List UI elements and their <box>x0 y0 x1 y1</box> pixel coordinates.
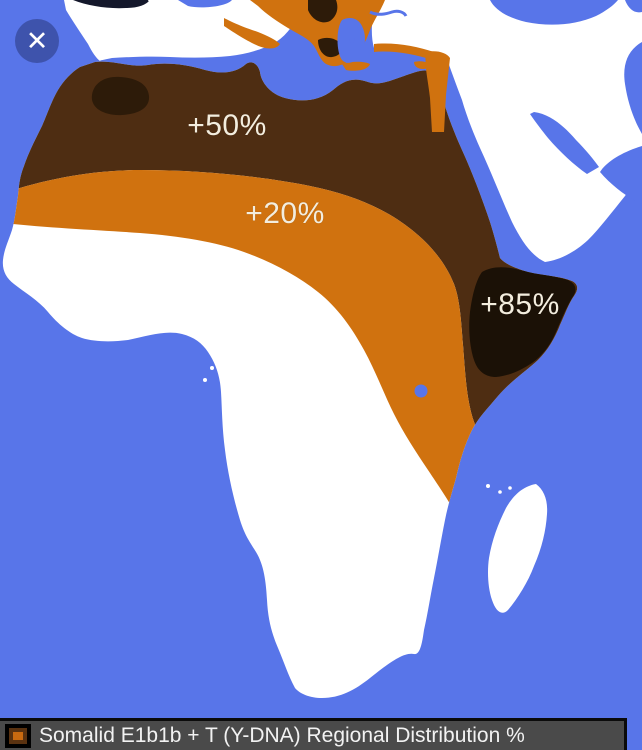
close-button[interactable]: ✕ <box>15 19 59 63</box>
gulf-of-oman <box>600 146 642 204</box>
lake-victoria <box>414 384 428 398</box>
region-85pct-horn-of-africa <box>469 267 576 377</box>
top-edge-white-blip <box>148 0 178 7</box>
sea-of-marmara <box>369 9 408 17</box>
persian-gulf <box>530 112 599 174</box>
top-edge-strip <box>73 0 150 9</box>
landmass-iberia <box>64 0 300 61</box>
aegean-patch <box>349 37 355 43</box>
island-comoros-1 <box>486 484 490 488</box>
close-icon: ✕ <box>25 25 49 57</box>
region-hotspot-balkan-blob <box>308 0 338 23</box>
caption-bar: Somalid E1b1b + T (Y-DNA) Regional Distr… <box>0 718 627 750</box>
region-20pct-sahel <box>2 170 500 512</box>
region-20pct-south-italy <box>224 18 280 49</box>
island-balearic-2 <box>182 29 188 35</box>
island-comoros-2 <box>498 490 502 494</box>
black-sea-corner <box>625 0 642 13</box>
landmass-middle-east <box>371 0 642 262</box>
region-20pct-crete <box>342 61 370 71</box>
biscay-notch <box>178 0 232 8</box>
region-hotspot-greece-blob <box>318 37 342 58</box>
island-balearic-1 <box>165 25 171 31</box>
island-guinea-gulf-3 <box>203 378 207 382</box>
island-comoros-3 <box>508 486 512 490</box>
island-sicily <box>216 43 224 51</box>
region-20pct-levant-strip <box>425 51 450 132</box>
black-sea <box>490 0 618 25</box>
island-guinea-gulf-1 <box>215 349 221 355</box>
legend-swatch-core <box>13 731 23 740</box>
legend-swatch-icon <box>5 723 31 748</box>
legend-swatch-mid <box>9 727 27 744</box>
island-guinea-gulf-2 <box>210 366 214 370</box>
landmass-italy-boot <box>214 7 232 39</box>
caspian-sea <box>624 42 642 134</box>
caption-text: Somalid E1b1b + T (Y-DNA) Regional Distr… <box>39 723 525 747</box>
region-hotspot-morocco <box>91 76 150 116</box>
landmass-madagascar <box>488 484 548 613</box>
region-20pct-turkey-coast <box>374 43 434 60</box>
